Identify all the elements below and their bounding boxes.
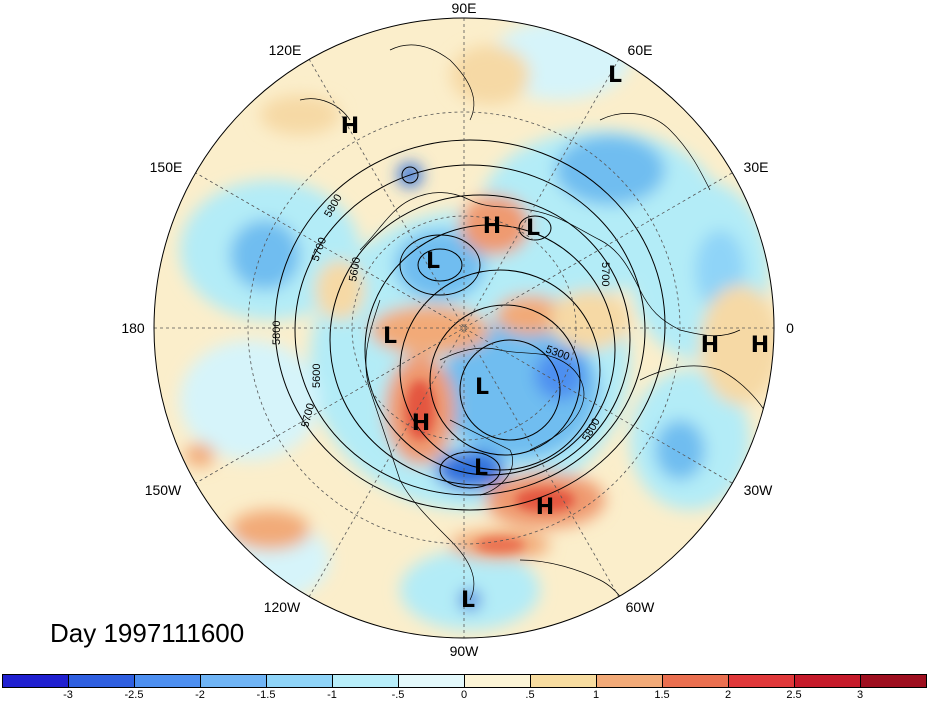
colorbar-segment	[662, 674, 729, 688]
colorbar-tick-label: 2	[724, 689, 732, 701]
colorbar-segment	[596, 674, 663, 688]
colorbar-tick-label: 1	[592, 689, 600, 701]
lon-label: 120E	[269, 42, 302, 58]
low-pressure-marker: L	[608, 63, 622, 88]
lon-label: 150W	[145, 482, 182, 498]
lon-label: 180	[121, 320, 145, 336]
lon-label: 30W	[744, 482, 774, 498]
high-pressure-marker: H	[536, 495, 554, 520]
pressure-centers: H L L H L L L H L H H H L	[341, 63, 769, 613]
longitude-labels: 90E 60E 30E 0 30W 60W 90W 120W 150W 180 …	[121, 0, 794, 659]
colorbar-segment	[200, 674, 267, 688]
contour-label: 5800	[271, 321, 283, 345]
low-pressure-marker: L	[475, 375, 489, 400]
colorbar-tick-label: -1.5	[256, 689, 276, 701]
contour-label: 5600	[347, 256, 363, 282]
day-label: Day 1997111600	[50, 618, 245, 648]
colorbar-tick-label: .5	[525, 689, 535, 701]
colorbar-segment	[530, 674, 597, 688]
contour-label: 5600	[311, 364, 323, 388]
high-pressure-marker: H	[483, 214, 501, 239]
colorbar-tick-label: -1	[327, 689, 337, 701]
colorbar-segment	[134, 674, 201, 688]
colorbar-segment	[2, 674, 69, 688]
high-pressure-marker: H	[751, 333, 769, 358]
lon-label: 90E	[452, 0, 477, 16]
low-pressure-marker: L	[383, 324, 397, 349]
lon-label: 60E	[628, 42, 653, 58]
colorbar-tick-label: -2	[195, 689, 205, 701]
colorbar-tick-label: 2.5	[786, 689, 802, 701]
lon-label: 90W	[450, 643, 480, 659]
colorbar-segment	[728, 674, 795, 688]
lon-label: 0	[786, 320, 794, 336]
lon-label: 30E	[744, 159, 769, 175]
colorbar-tick-label: -.5	[391, 689, 405, 701]
colorbar-segment	[398, 674, 465, 688]
low-pressure-marker: L	[426, 249, 440, 274]
colorbar: -3 -2.5 -2 -1.5 -1 -.5 0 .5 1 1.5 2 2.5 3	[0, 674, 928, 702]
graticule	[154, 18, 774, 638]
colorbar-segment	[860, 674, 927, 688]
lon-label: 150E	[150, 159, 183, 175]
colorbar-segment	[68, 674, 135, 688]
lon-label: 60W	[626, 599, 656, 615]
coastlines	[299, 44, 771, 631]
colorbar-segment	[332, 674, 399, 688]
low-pressure-marker: L	[461, 588, 475, 613]
low-pressure-marker: L	[526, 216, 540, 241]
colorbar-tick-label: 1.5	[654, 689, 670, 701]
colorbar-tick-label: 3	[856, 689, 864, 701]
colorbar-tick-label: -2.5	[124, 689, 144, 701]
low-pressure-marker: L	[474, 456, 488, 481]
colorbar-segment	[266, 674, 333, 688]
height-contours	[274, 139, 666, 511]
colorbar-tick-label: -3	[63, 689, 73, 701]
high-pressure-marker: H	[412, 411, 430, 436]
high-pressure-marker: H	[341, 114, 359, 139]
high-pressure-marker: H	[701, 333, 719, 358]
anomaly-field	[154, 18, 774, 638]
lon-label: 120W	[264, 599, 301, 615]
map-boundary	[153, 17, 775, 639]
colorbar-segment	[464, 674, 531, 688]
colorbar-segment	[794, 674, 861, 688]
colorbar-tick-label: 0	[460, 689, 468, 701]
contour-label: 5700	[599, 262, 611, 286]
